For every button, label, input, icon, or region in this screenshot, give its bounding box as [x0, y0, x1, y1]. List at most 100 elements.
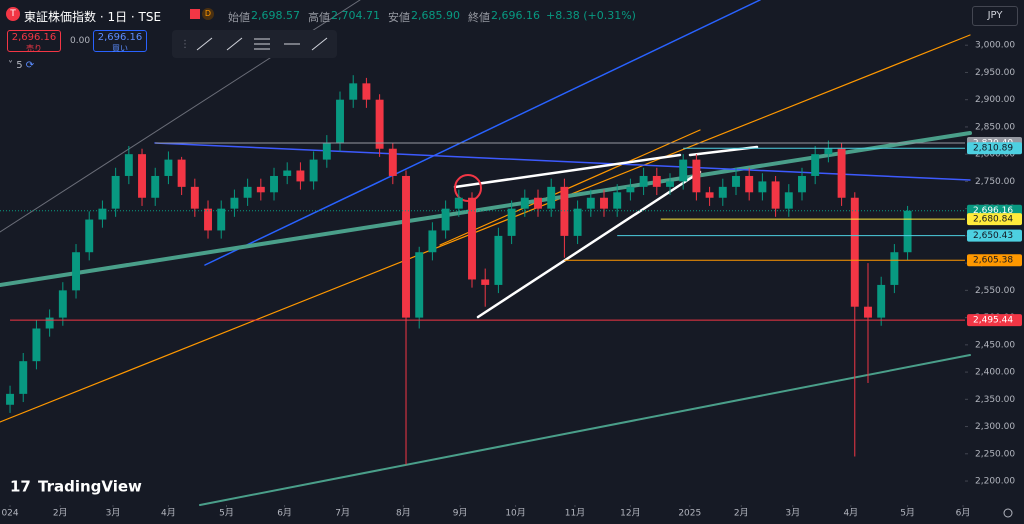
- candle-body: [758, 181, 767, 193]
- level-badge: [967, 229, 1022, 242]
- sell-price: 2,696.16: [11, 32, 57, 43]
- candle-body: [309, 159, 318, 182]
- candle-body: [402, 175, 410, 318]
- candle-body: [837, 148, 846, 198]
- candle-body: [507, 208, 516, 236]
- x-tick-label: 6月: [277, 508, 292, 519]
- x-tick-label: 3月: [785, 508, 800, 519]
- candle-body: [243, 186, 252, 198]
- sell-button[interactable]: 2,696.16 売り: [7, 30, 61, 53]
- x-tick-label: 10月: [505, 508, 525, 519]
- candle-body: [58, 290, 67, 318]
- candle-body: [124, 154, 133, 176]
- level-badge: [967, 142, 1022, 155]
- flag-icon[interactable]: [190, 9, 200, 19]
- x-tick-label: 4月: [843, 508, 858, 519]
- trend-line: [0, 34, 971, 423]
- symbol-icon: T: [6, 7, 20, 21]
- x-tick-label: 3月: [106, 508, 121, 519]
- x-tick-label: 12月: [620, 508, 640, 519]
- x-tick-label: 2月: [53, 508, 68, 519]
- candle-body: [798, 175, 806, 193]
- interval-badge: D: [202, 8, 214, 20]
- candle-body: [322, 143, 331, 160]
- currency-selector[interactable]: JPY: [972, 6, 1018, 26]
- axes: 2,200.00 2,250.00 2,300.00 2,350.00 2,400.00…: [1, 41, 1022, 519]
- level-label: 2,680.84: [973, 215, 1013, 225]
- candle-body: [415, 252, 424, 318]
- candle-body: [652, 175, 661, 187]
- ohlc-label: 終値: [468, 11, 490, 24]
- candle-body: [864, 306, 872, 318]
- symbol-title[interactable]: 東証株価指数 · 1日 · TSE: [24, 10, 162, 24]
- candle-body: [336, 99, 344, 144]
- buy-button[interactable]: 2,696.16 買い: [93, 30, 147, 53]
- candle-body: [296, 170, 305, 182]
- level-badge: [967, 213, 1022, 226]
- candle-body: [111, 175, 120, 209]
- candle-body: [6, 393, 14, 405]
- candles: [0, 75, 965, 465]
- level-badge: [967, 254, 1022, 267]
- candle-body: [534, 197, 542, 209]
- trend-line: [0, 131, 972, 287]
- drawing-toolbar: ⋮: [172, 30, 337, 58]
- x-tick-label: 7月: [335, 508, 350, 519]
- x-tick-label: 2月: [734, 508, 749, 519]
- candle-body: [679, 159, 688, 182]
- candle-body: [850, 197, 859, 307]
- trend-line: [154, 142, 971, 181]
- candle-body: [454, 197, 463, 209]
- trend-line: [453, 153, 682, 189]
- candle-body: [256, 186, 265, 193]
- sell-label: 売り: [26, 44, 42, 53]
- ohlc-label: 安値: [388, 11, 410, 24]
- y-tick-label: 2,800.00: [975, 150, 1015, 160]
- candle-body: [19, 361, 28, 394]
- candle-body: [441, 208, 450, 231]
- drawings: [0, 0, 972, 506]
- y-tick-label: 2,250.00: [975, 449, 1015, 459]
- header: T 東証株価指数 · 1日 · TSE D 始値 2,698.57 高値 2,7…: [0, 0, 960, 30]
- candle-body: [283, 170, 292, 176]
- candle-body: [151, 175, 160, 198]
- trend-line: [439, 129, 701, 246]
- candle-body: [85, 219, 94, 253]
- tool-icon[interactable]: [196, 37, 213, 51]
- candle-body: [732, 175, 740, 187]
- candle-body: [388, 148, 397, 176]
- x-tick-label: 024: [1, 509, 18, 519]
- candle-body: [745, 175, 754, 193]
- candle-body: [811, 154, 820, 176]
- candle-body: [428, 230, 437, 253]
- ohlc-value: 2,704.71: [331, 9, 380, 22]
- candle-body: [877, 284, 886, 318]
- candle-body: [375, 99, 384, 149]
- candle-body: [494, 235, 503, 285]
- ohlc-label: 始値: [228, 11, 250, 24]
- candle-body: [520, 197, 529, 209]
- y-tick-label: 3,000.00: [975, 41, 1015, 51]
- y-tick-label: 2,400.00: [975, 368, 1015, 378]
- x-tick-label: 8月: [396, 508, 411, 519]
- candle-body: [600, 197, 608, 209]
- indicator-count: 5: [16, 60, 23, 71]
- buy-label: 買い: [112, 44, 128, 53]
- ohlc-value: 2,685.90: [411, 9, 460, 22]
- tool-icon[interactable]: [226, 37, 243, 51]
- candle-body: [349, 83, 358, 100]
- level-label: 2,696.16: [973, 206, 1013, 216]
- indicator-toggle[interactable]: ˅ 5 ⟳: [8, 60, 35, 71]
- change: +8.38 (+0.31%): [546, 9, 636, 22]
- ohlc-value: 2,696.16: [491, 9, 540, 22]
- candle-body: [72, 252, 80, 291]
- candle-body: [692, 159, 701, 193]
- candle-body: [639, 175, 648, 187]
- candle-body: [362, 83, 371, 100]
- toolbar-icons: ⋮: [180, 37, 328, 51]
- candle-body: [771, 181, 780, 209]
- settings-icon[interactable]: [1003, 508, 1013, 518]
- tool-icon[interactable]: [311, 37, 328, 51]
